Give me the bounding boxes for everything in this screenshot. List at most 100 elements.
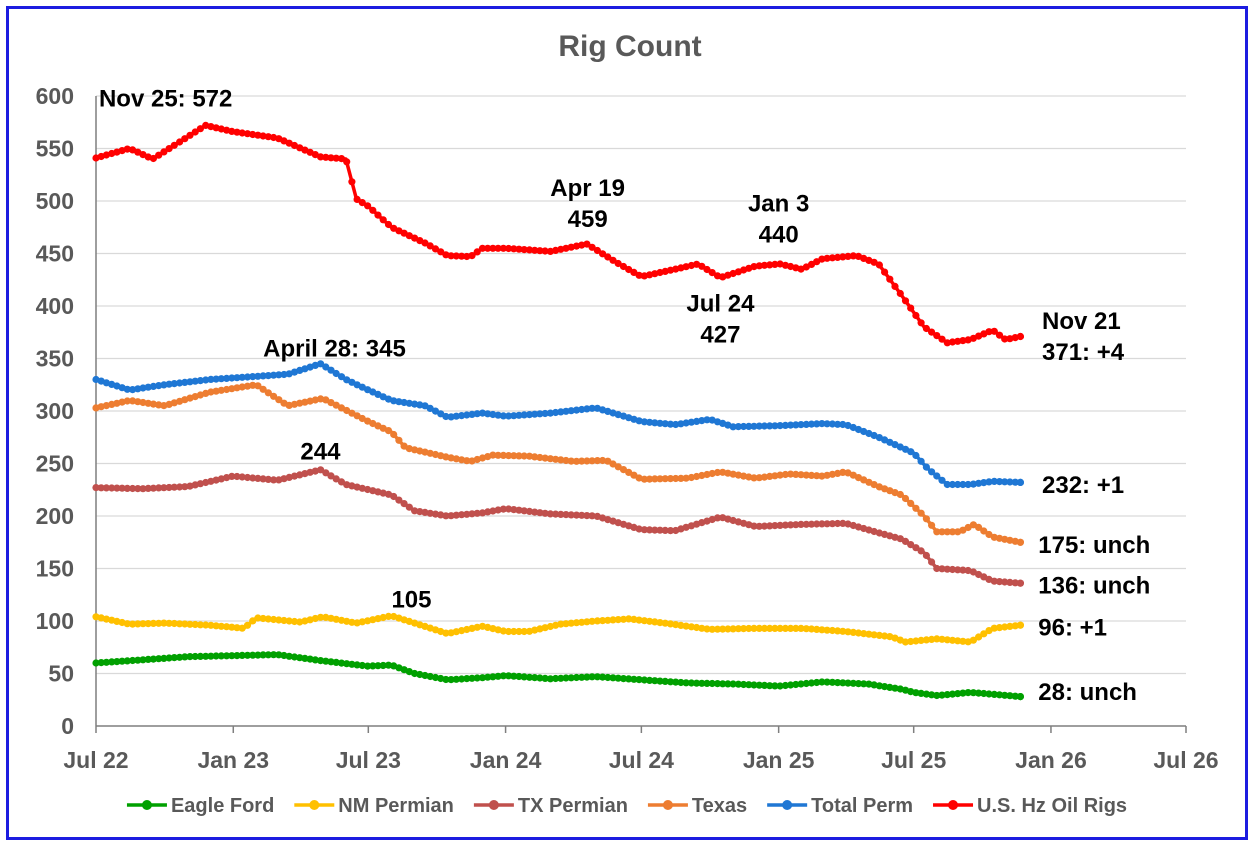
data-point <box>609 256 617 264</box>
data-point <box>541 509 549 517</box>
data-point <box>249 381 257 389</box>
data-point <box>995 624 1004 632</box>
data-point <box>505 505 513 513</box>
data-point <box>839 468 847 476</box>
data-point <box>458 675 466 683</box>
data-point <box>536 509 544 517</box>
data-point <box>160 619 168 627</box>
data-point <box>364 202 372 210</box>
y-tick-label: 500 <box>36 188 74 214</box>
data-point <box>578 618 586 626</box>
data-point <box>928 635 936 644</box>
data-point <box>776 422 784 430</box>
data-point <box>238 473 246 481</box>
data-point <box>823 678 831 686</box>
data-point <box>374 211 382 219</box>
data-point <box>238 624 246 632</box>
data-point <box>844 679 852 687</box>
x-tick-label: Jan 24 <box>470 747 542 773</box>
x-tick-label: Jan 25 <box>743 747 815 773</box>
data-point <box>337 659 346 667</box>
data-point <box>922 463 931 471</box>
data-point <box>212 375 220 383</box>
data-point <box>317 466 325 474</box>
annotation: 232: +1 <box>1042 472 1124 499</box>
data-point <box>322 363 330 371</box>
data-point <box>473 674 481 682</box>
data-point <box>499 244 507 252</box>
data-point <box>740 680 748 689</box>
data-point <box>176 379 184 387</box>
data-point <box>280 616 288 625</box>
data-point <box>531 410 539 418</box>
data-point <box>828 678 837 686</box>
data-point <box>860 630 868 638</box>
data-point <box>1016 332 1024 341</box>
data-point <box>666 678 675 686</box>
data-point <box>149 484 157 492</box>
data-point <box>781 521 790 529</box>
data-point <box>249 651 257 659</box>
data-point <box>682 679 690 687</box>
data-point <box>322 657 330 665</box>
series-total-perm <box>92 360 1024 489</box>
data-point <box>285 617 293 625</box>
data-point <box>980 630 988 638</box>
data-point <box>646 418 654 426</box>
data-point <box>807 520 816 528</box>
data-point <box>787 681 795 689</box>
data-point <box>792 470 800 478</box>
annotation-line: Jan 3 <box>748 191 809 218</box>
legend-swatch-marker <box>782 800 793 810</box>
data-point <box>207 621 215 629</box>
data-point <box>901 537 910 546</box>
data-point <box>285 652 293 660</box>
data-point <box>186 653 194 661</box>
data-point <box>238 373 246 381</box>
data-point <box>661 420 669 428</box>
data-point <box>766 682 774 690</box>
data-point <box>593 673 602 681</box>
data-point <box>583 405 591 413</box>
data-point <box>337 155 346 163</box>
data-point <box>191 620 199 629</box>
data-point <box>917 319 925 327</box>
data-point <box>228 472 236 480</box>
data-point <box>734 680 743 688</box>
data-point <box>520 627 528 636</box>
data-point <box>546 510 555 518</box>
data-point <box>975 633 983 641</box>
data-point <box>907 541 915 549</box>
data-point <box>452 675 460 683</box>
legend: Eagle Ford NM Permian TX Permian Texas Total… <box>126 795 1127 817</box>
data-point <box>243 373 252 381</box>
data-point <box>536 674 544 682</box>
annotation: Nov 21 371: +4 <box>1042 308 1125 366</box>
data-point <box>181 653 189 661</box>
data-point <box>249 474 257 482</box>
data-point <box>588 512 596 520</box>
data-point <box>891 684 899 692</box>
data-point <box>536 247 544 255</box>
data-point <box>954 690 962 698</box>
data-point <box>792 421 800 429</box>
data-point <box>567 674 575 682</box>
data-point <box>233 624 241 632</box>
data-point <box>129 620 137 628</box>
data-point <box>980 689 988 698</box>
data-point <box>510 627 518 636</box>
data-point <box>578 405 586 414</box>
data-point <box>510 245 518 253</box>
data-point <box>463 510 471 518</box>
data-point <box>238 129 246 137</box>
data-point <box>948 480 957 489</box>
data-point <box>186 378 194 386</box>
data-point <box>813 472 821 480</box>
data-point <box>395 436 403 444</box>
data-point <box>750 263 758 271</box>
data-point <box>254 651 262 659</box>
data-point <box>604 253 612 261</box>
data-point <box>332 401 340 409</box>
data-point <box>207 652 215 660</box>
series-tx-permian <box>92 466 1024 587</box>
